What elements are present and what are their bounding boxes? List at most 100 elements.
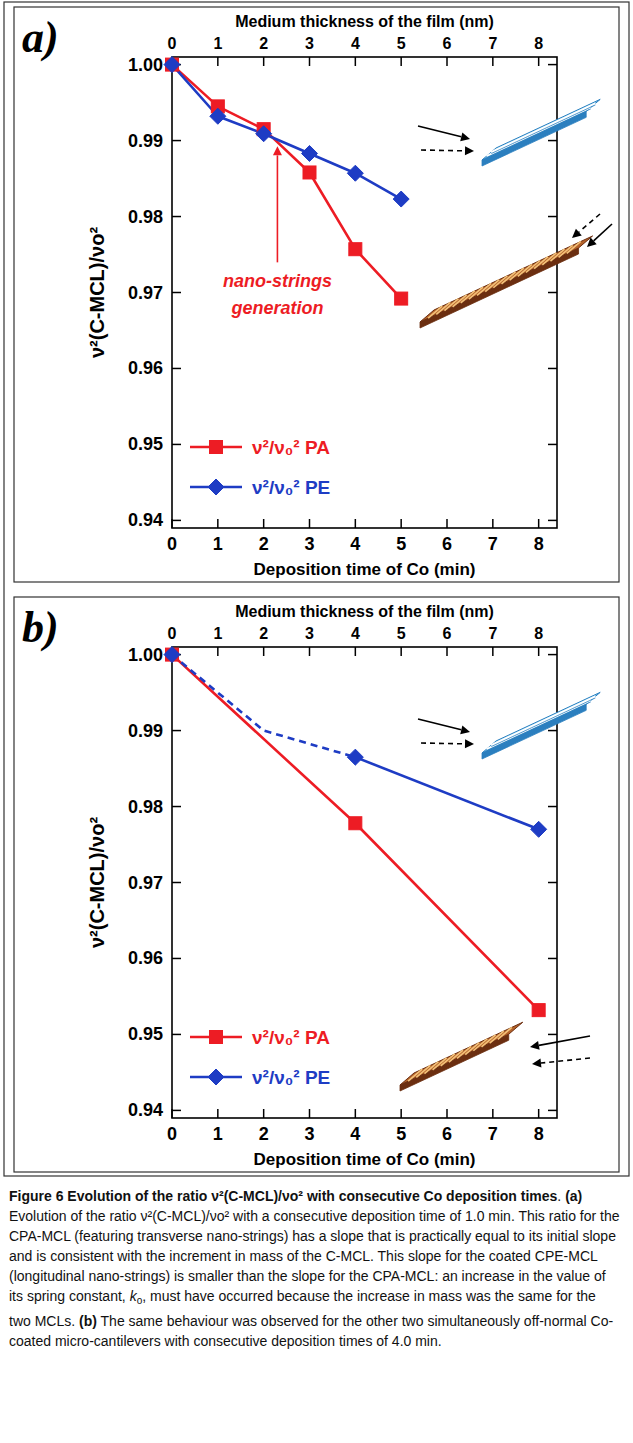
x-tick xyxy=(217,519,219,528)
arrow-head xyxy=(465,739,474,748)
deposition-arrow xyxy=(421,739,474,748)
x2-tick xyxy=(217,57,219,66)
x-tick-label: 4 xyxy=(350,534,360,554)
plot-data xyxy=(164,647,547,1017)
y-tick-right xyxy=(548,958,557,960)
x2-tick-label: 6 xyxy=(443,625,452,642)
x-tick-label: 5 xyxy=(396,1124,406,1144)
panel-frame xyxy=(14,597,619,1172)
y-tick xyxy=(172,444,181,446)
x-tick xyxy=(309,519,311,528)
nano-string xyxy=(491,698,595,747)
y-tick-right xyxy=(548,730,557,732)
legend: ν²/ν₀² PAν²/ν₀² PE xyxy=(190,437,330,498)
x-tick-label: 4 xyxy=(350,1124,360,1144)
x2-tick xyxy=(309,647,311,656)
caption-run: (b) xyxy=(79,1313,97,1329)
arrow-shaft xyxy=(541,1058,590,1063)
x-tick-label: 2 xyxy=(259,534,269,554)
arrow-head xyxy=(465,146,474,155)
x-tick xyxy=(263,519,265,528)
cantilever-side xyxy=(482,704,586,759)
y-axis-title: ν²(C-MCL)/νo² xyxy=(86,817,108,948)
x-tick-label: 7 xyxy=(488,534,498,554)
x2-tick xyxy=(263,647,265,656)
x-tick xyxy=(538,1109,540,1118)
x-tick-label: 0 xyxy=(167,1124,177,1144)
arrow-head xyxy=(530,1041,540,1050)
plot-frame xyxy=(172,57,557,528)
legend-marker xyxy=(210,1031,223,1044)
x-tick-label: 8 xyxy=(534,1124,544,1144)
x2-tick xyxy=(446,57,448,66)
x2-tick-label: 4 xyxy=(351,625,360,642)
y-tick-label: 0.94 xyxy=(128,510,163,530)
y-tick-label: 0.97 xyxy=(128,873,163,893)
y-tick-right xyxy=(548,1110,557,1112)
x2-tick xyxy=(355,647,357,656)
data-point xyxy=(164,647,180,663)
arrow-head xyxy=(460,132,470,141)
y-tick-label: 1.00 xyxy=(128,645,163,665)
deposition-arrow xyxy=(587,224,612,247)
data-point xyxy=(164,57,180,73)
x2-tick-label: 3 xyxy=(305,35,314,52)
x-tick xyxy=(492,519,494,528)
panel-frame xyxy=(14,7,619,582)
data-point xyxy=(393,191,409,207)
series-line xyxy=(172,65,401,299)
legend-marker xyxy=(208,479,224,495)
nano-string xyxy=(491,103,595,152)
arrow-shaft xyxy=(594,224,612,241)
arrow-head xyxy=(532,1059,541,1068)
x-tick xyxy=(446,1109,448,1118)
deposition-arrow xyxy=(421,146,474,155)
x-tick-label: 5 xyxy=(396,534,406,554)
cantilever-face xyxy=(420,236,593,322)
x-tick xyxy=(492,1109,494,1118)
y-tick xyxy=(172,140,181,142)
x2-tick xyxy=(538,57,540,66)
arrow-head xyxy=(460,725,470,734)
y-axis-title: ν²(C-MCL)/νo² xyxy=(86,227,108,358)
data-point xyxy=(532,1004,545,1017)
y-tick xyxy=(172,520,181,522)
x-tick-label: 0 xyxy=(167,534,177,554)
x-axis-title: Deposition time of Co (min) xyxy=(254,1150,476,1169)
cantilever-side xyxy=(400,1034,509,1091)
x2-tick-label: 1 xyxy=(213,625,222,642)
data-point xyxy=(349,817,362,830)
y-tick xyxy=(172,806,181,808)
x2-tick xyxy=(400,647,402,656)
caption-run: . xyxy=(557,1188,565,1204)
y-tick-right xyxy=(548,368,557,370)
y-tick-right xyxy=(548,654,557,656)
y-tick-label: 0.99 xyxy=(128,131,163,151)
x2-tick xyxy=(217,647,219,656)
y-tick-label: 0.96 xyxy=(128,948,163,968)
panel-label: b) xyxy=(22,603,59,652)
plot-frame xyxy=(172,647,557,1118)
data-point xyxy=(210,108,226,124)
x-tick-label: 1 xyxy=(213,534,223,554)
y-tick-label: 0.95 xyxy=(128,434,163,454)
series-line xyxy=(355,757,538,829)
cantilever-icon xyxy=(482,99,600,166)
x2-tick-label: 5 xyxy=(397,625,406,642)
x2-tick-label: 5 xyxy=(397,35,406,52)
cantilever-face xyxy=(482,692,600,753)
x-tick-label: 2 xyxy=(259,1124,269,1144)
arrow-head xyxy=(587,238,597,247)
x2-tick-label: 7 xyxy=(488,625,497,642)
x2-tick xyxy=(446,647,448,656)
nano-string xyxy=(487,109,591,158)
y-tick xyxy=(172,216,181,218)
y-tick xyxy=(172,1034,181,1036)
series-line xyxy=(172,65,401,199)
y-tick-label: 0.97 xyxy=(128,283,163,303)
y-tick-right xyxy=(548,806,557,808)
panel: a)0123456780123456780.940.950.960.970.98… xyxy=(14,7,619,582)
data-point xyxy=(302,145,318,161)
x2-tick xyxy=(355,57,357,66)
x-tick-label: 8 xyxy=(534,534,544,554)
